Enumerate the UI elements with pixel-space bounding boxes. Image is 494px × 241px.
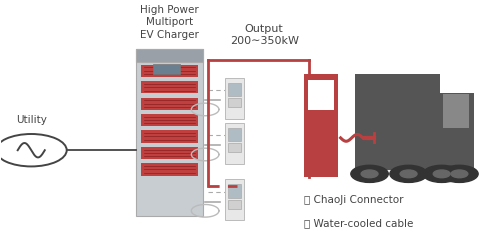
FancyBboxPatch shape: [141, 65, 198, 77]
FancyBboxPatch shape: [228, 184, 241, 198]
FancyBboxPatch shape: [355, 74, 441, 168]
FancyBboxPatch shape: [154, 64, 180, 74]
FancyBboxPatch shape: [141, 130, 198, 143]
FancyBboxPatch shape: [228, 128, 241, 141]
FancyBboxPatch shape: [228, 143, 241, 153]
Polygon shape: [316, 85, 325, 103]
FancyBboxPatch shape: [141, 98, 198, 110]
Circle shape: [451, 170, 468, 178]
Text: Utility: Utility: [16, 115, 46, 125]
FancyBboxPatch shape: [136, 49, 203, 215]
Text: ・ ChaoJi Connector: ・ ChaoJi Connector: [304, 195, 403, 205]
FancyBboxPatch shape: [443, 94, 469, 127]
Circle shape: [433, 170, 450, 178]
FancyBboxPatch shape: [308, 80, 334, 110]
FancyBboxPatch shape: [228, 98, 241, 107]
FancyBboxPatch shape: [441, 93, 474, 168]
FancyBboxPatch shape: [141, 163, 198, 176]
FancyBboxPatch shape: [141, 147, 198, 159]
Circle shape: [361, 170, 378, 178]
FancyBboxPatch shape: [225, 78, 244, 119]
FancyBboxPatch shape: [228, 200, 241, 209]
FancyBboxPatch shape: [141, 114, 198, 126]
FancyBboxPatch shape: [228, 83, 241, 96]
Circle shape: [400, 170, 417, 178]
FancyBboxPatch shape: [141, 81, 198, 94]
Text: Output
200∼350kW: Output 200∼350kW: [230, 24, 299, 47]
FancyBboxPatch shape: [225, 123, 244, 164]
FancyBboxPatch shape: [136, 49, 203, 62]
Circle shape: [423, 165, 460, 182]
Circle shape: [351, 165, 388, 182]
Text: High Power
Multiport
EV Charger: High Power Multiport EV Charger: [140, 5, 199, 40]
Circle shape: [390, 165, 427, 182]
FancyBboxPatch shape: [225, 180, 244, 220]
Circle shape: [441, 165, 478, 182]
Text: ・ Water-cooled cable: ・ Water-cooled cable: [304, 218, 413, 228]
FancyBboxPatch shape: [304, 74, 338, 177]
